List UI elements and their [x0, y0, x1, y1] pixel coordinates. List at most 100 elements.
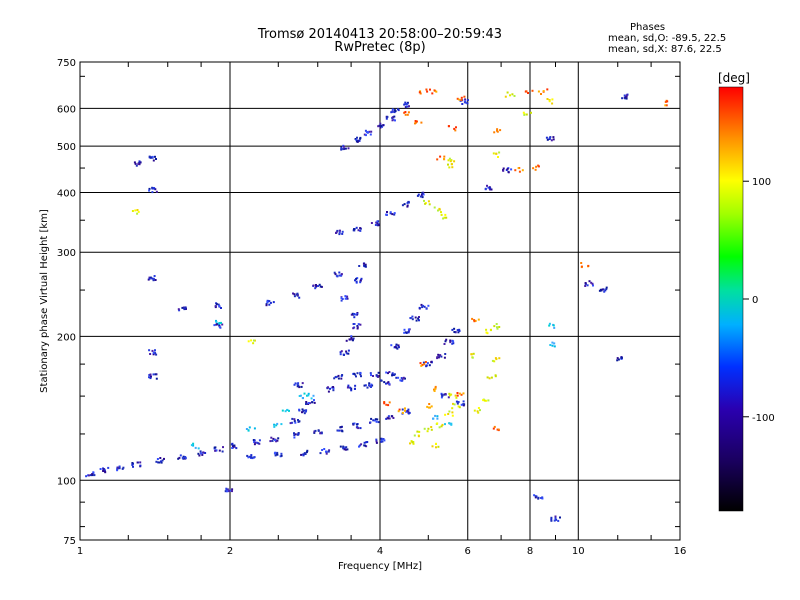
- data-point: [451, 166, 454, 169]
- data-point: [152, 351, 155, 354]
- data-point: [280, 452, 283, 455]
- data-point: [389, 212, 392, 215]
- data-point: [477, 411, 480, 414]
- data-point: [624, 96, 627, 99]
- data-point: [319, 285, 322, 288]
- data-point: [507, 171, 510, 174]
- data-point: [453, 127, 456, 130]
- data-point: [449, 422, 452, 425]
- data-point: [364, 263, 367, 266]
- data-point: [498, 151, 501, 154]
- data-point: [436, 158, 439, 161]
- data-point: [291, 421, 294, 424]
- data-point: [391, 372, 394, 375]
- data-point: [277, 437, 280, 440]
- data-point: [402, 376, 405, 379]
- data-point: [534, 495, 537, 498]
- data-point: [444, 213, 447, 216]
- data-point: [580, 262, 583, 264]
- data-point: [340, 274, 343, 277]
- colorbar: [718, 86, 744, 512]
- data-point: [385, 117, 388, 120]
- data-point: [184, 456, 187, 458]
- data-point: [448, 410, 451, 413]
- data-point: [447, 413, 450, 415]
- data-point: [491, 359, 494, 362]
- data-point: [200, 452, 203, 455]
- data-point: [360, 375, 362, 378]
- data-point: [450, 393, 453, 396]
- data-point: [359, 229, 362, 232]
- data-point: [433, 89, 436, 92]
- data-point: [214, 449, 217, 452]
- data-point: [551, 98, 554, 101]
- data-point: [592, 284, 594, 287]
- data-point: [430, 428, 433, 431]
- data-point: [137, 210, 140, 213]
- data-point: [148, 155, 151, 158]
- data-point: [604, 289, 607, 292]
- data-point: [376, 222, 379, 225]
- data-point: [513, 95, 516, 97]
- data-point: [535, 165, 538, 168]
- data-point: [553, 342, 556, 345]
- data-point: [353, 372, 356, 375]
- data-point: [405, 103, 407, 106]
- data-point: [470, 353, 473, 356]
- data-point: [355, 277, 358, 280]
- data-point: [201, 453, 204, 456]
- chart-subtitle: RwPretec (8p): [334, 40, 426, 55]
- data-point: [482, 399, 485, 402]
- data-point: [406, 205, 409, 208]
- data-point: [401, 204, 404, 207]
- data-point: [215, 321, 218, 323]
- data-point: [616, 357, 619, 360]
- data-point: [266, 299, 269, 302]
- data-point: [456, 394, 459, 397]
- data-point: [436, 356, 439, 359]
- data-point: [136, 209, 139, 211]
- data-point: [356, 372, 359, 375]
- data-point: [338, 232, 341, 234]
- data-point: [486, 184, 488, 187]
- data-point: [603, 290, 606, 293]
- data-point: [138, 163, 141, 166]
- data-point: [462, 400, 465, 403]
- data-point: [398, 346, 400, 349]
- data-point: [440, 425, 443, 428]
- data-point: [327, 450, 330, 453]
- data-point: [425, 88, 428, 91]
- data-point: [383, 401, 386, 403]
- data-point: [155, 158, 157, 160]
- data-point: [258, 442, 261, 445]
- data-point: [226, 488, 229, 491]
- data-point: [548, 322, 551, 325]
- data-point: [453, 160, 456, 163]
- data-point: [417, 317, 420, 320]
- data-point: [511, 93, 514, 96]
- data-point: [152, 353, 155, 356]
- x-tick-label: 1: [77, 546, 83, 557]
- data-point: [314, 429, 317, 432]
- data-point: [154, 155, 156, 158]
- data-point: [315, 285, 318, 288]
- data-point: [148, 187, 151, 190]
- data-point: [334, 273, 337, 276]
- data-point: [346, 386, 349, 389]
- data-point: [226, 490, 229, 493]
- data-point: [366, 441, 369, 443]
- data-point: [354, 313, 357, 316]
- data-point: [332, 386, 335, 388]
- data-point: [447, 396, 450, 399]
- data-point: [509, 94, 511, 97]
- colorbar-tick-label: 0: [752, 295, 758, 306]
- data-point: [293, 295, 296, 298]
- data-point: [409, 317, 412, 319]
- data-point: [336, 275, 339, 278]
- data-point: [231, 490, 233, 493]
- data-point: [313, 430, 316, 433]
- data-point: [359, 281, 362, 284]
- data-point: [369, 372, 372, 375]
- data-point: [215, 319, 217, 322]
- data-point: [338, 233, 341, 236]
